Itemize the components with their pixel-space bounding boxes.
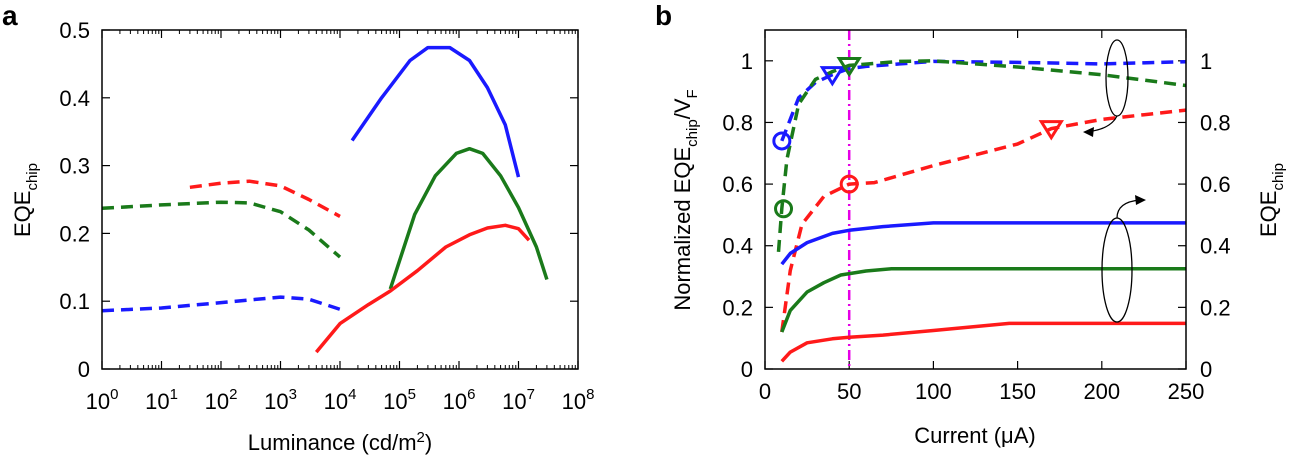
a-y-tick-label: 0.5 (59, 18, 90, 43)
b-series-red-solid-eqe (780, 321, 1186, 363)
panel-a-label: a (2, 0, 18, 31)
b-y-tick-label-left: 0.4 (722, 234, 753, 259)
a-series-green-dashed (101, 200, 342, 259)
a-series-red-dashed (189, 179, 341, 218)
b-x-tick-label: 100 (915, 379, 952, 404)
a-x-tick-label: 104 (324, 386, 357, 414)
a-x-tick-label: 106 (443, 386, 476, 414)
b-x-tick-label: 150 (999, 379, 1036, 404)
panel-a-x-axis-label: Luminance (cd/m2) (248, 429, 432, 455)
b-x-tick-label: 50 (837, 379, 861, 404)
b-series-blue-dashed-normalized (780, 59, 1187, 142)
a-series-blue-solid (350, 45, 521, 178)
panel-b-left-y-axis-label: Normalized EQEchip/VF (670, 89, 701, 310)
panel-b-x-axis-label: Current (μA) (914, 423, 1035, 448)
b-x-tick-label: 250 (1168, 379, 1205, 404)
b-y-tick-label-left: 0.2 (722, 295, 753, 320)
a-x-tick-label: 105 (383, 386, 416, 414)
a-x-tick-label: 102 (205, 386, 238, 414)
b-x-tick-label: 200 (1083, 379, 1120, 404)
panel-b: b 0 50 100 150 200 25000.20.40.60.8100.20.40.… (655, 0, 1287, 448)
legend-annotation-top (1083, 39, 1129, 137)
b-marker-triangle (819, 66, 846, 87)
panel-a-y-axis-label: EQEchip (10, 163, 41, 237)
b-marker-triangle (1038, 120, 1064, 141)
a-x-tick-label: 100 (86, 386, 119, 414)
b-x-tick-label: 0 (759, 379, 771, 404)
b-marker-triangle (836, 56, 862, 78)
a-y-tick-label: 0 (78, 357, 90, 382)
a-y-tick-label: 0.2 (59, 221, 90, 246)
panel-b-label: b (655, 0, 672, 31)
arrow-right-icon (1135, 195, 1146, 205)
b-y-tick-label-right: 0.4 (1200, 234, 1231, 259)
b-marker-circle (774, 199, 794, 219)
b-y-tick-label-right: 0 (1200, 357, 1212, 382)
a-y-tick-label: 0.4 (59, 86, 90, 111)
a-x-tick-label: 101 (145, 386, 178, 414)
b-y-tick-label-right: 1 (1200, 49, 1212, 74)
legend-annotation-bottom (1101, 195, 1146, 323)
b-y-tick-label-right: 0.2 (1200, 295, 1231, 320)
panel-b-right-y-axis-label: EQEchip (1256, 163, 1287, 237)
b-marker-circle (772, 131, 792, 151)
a-series-red-solid (314, 223, 531, 354)
b-marker-circle (839, 174, 859, 194)
a-y-tick-label: 0.1 (59, 289, 90, 314)
panel-b-frame (764, 29, 1187, 370)
arrow-left-icon (1083, 127, 1094, 137)
b-series-blue-solid-eqe (780, 221, 1186, 266)
b-y-tick-label-right: 0.6 (1200, 172, 1231, 197)
panel-a: a 100 101 102 103 104 105 106 107 108 0 0.1 0.2 0.3 0… (2, 0, 594, 455)
b-y-tick-label-left: 0.8 (722, 110, 753, 135)
b-y-tick-label-left: 1 (741, 49, 753, 74)
b-y-tick-label-left: 0 (741, 357, 753, 382)
a-series-blue-dashed (101, 295, 341, 313)
b-y-tick-label-right: 0.8 (1200, 110, 1231, 135)
b-series-red-dashed-normalized (780, 108, 1187, 333)
b-y-tick-label-left: 0.6 (722, 172, 753, 197)
a-y-tick-label: 0.3 (59, 154, 90, 179)
panel-a-frame (101, 29, 579, 370)
b-series-green-solid-eqe (780, 267, 1186, 333)
a-x-tick-label: 107 (502, 386, 535, 414)
b-series-green-dashed-normalized (776, 59, 1187, 253)
a-x-tick-label: 108 (562, 386, 595, 414)
a-x-tick-label: 103 (264, 386, 297, 414)
a-series-green-solid (388, 146, 549, 290)
